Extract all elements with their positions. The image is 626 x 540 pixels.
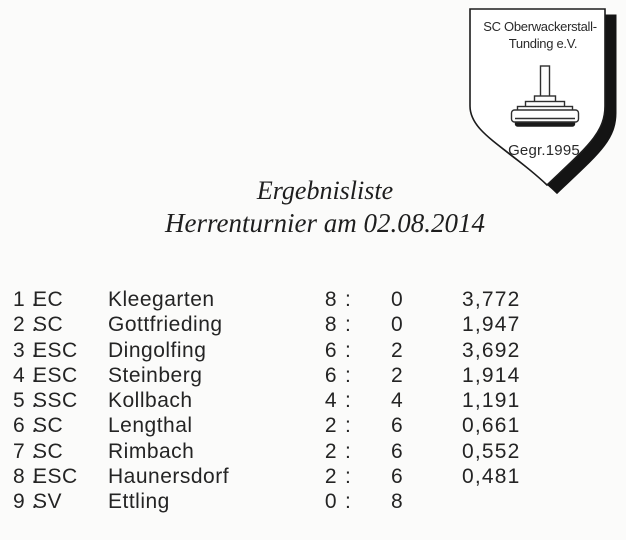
- row-club-prefix: SC: [33, 313, 64, 337]
- row-quotient: 1,914: [462, 363, 521, 387]
- row-score-separator: :: [345, 414, 352, 438]
- row-club-prefix: ESC: [33, 338, 78, 362]
- row-points-lost: 2: [391, 363, 404, 387]
- row-quotient: 0,661: [462, 414, 521, 438]
- row-points-won: 0: [324, 490, 337, 514]
- row-quotient: 3,772: [462, 288, 521, 311]
- table-row: 4 . ESC Steinberg 6 : 2 1,914: [0, 363, 626, 388]
- row-points-won: 6: [324, 338, 337, 362]
- row-team-name: Rimbach: [108, 439, 195, 463]
- row-team-name: Steinberg: [108, 363, 203, 387]
- row-team-name: Kollbach: [108, 389, 193, 413]
- page-title: Ergebnisliste: [256, 176, 394, 205]
- row-rank: 7 .: [13, 439, 38, 463]
- row-score-separator: :: [345, 490, 352, 514]
- row-score-separator: :: [345, 313, 352, 337]
- row-points-won: 8: [324, 313, 337, 337]
- row-points-won: 8: [324, 288, 337, 311]
- table-row: 8 . ESC Haunersdorf 2 : 6 0,481: [0, 464, 626, 489]
- row-score-separator: :: [345, 389, 352, 413]
- row-club-prefix: EC: [33, 288, 64, 311]
- row-score-separator: :: [345, 338, 352, 362]
- row-club-prefix: SC: [33, 414, 64, 438]
- table-row: 9 . SV Ettling 0 : 8: [0, 489, 626, 514]
- row-rank: 1 .: [13, 288, 38, 311]
- row-points-lost: 0: [391, 288, 404, 311]
- page-subtitle: Herrenturnier am 02.08.2014: [165, 208, 485, 238]
- row-points-lost: 6: [391, 465, 404, 489]
- row-points-lost: 2: [391, 338, 404, 362]
- row-points-won: 6: [324, 363, 337, 387]
- crest-club-name-line1: SC Oberwackerstall-: [483, 19, 597, 34]
- club-crest: SC Oberwackerstall- Tunding e.V. Gegr.19…: [463, 2, 626, 202]
- row-quotient: 0,552: [462, 439, 521, 463]
- document-header: Ergebnisliste Herrenturnier am 02.08.201…: [25, 174, 625, 240]
- row-points-won: 2: [324, 465, 337, 489]
- row-points-lost: 8: [391, 490, 404, 514]
- row-club-prefix: SC: [33, 439, 64, 463]
- crest-club-name-line2: Tunding e.V.: [509, 36, 577, 51]
- row-points-lost: 4: [391, 389, 404, 413]
- row-rank: 6 .: [13, 414, 38, 438]
- row-club-prefix: SV: [33, 490, 63, 514]
- table-row: 2 . SC Gottfrieding 8 : 0 1,947: [0, 312, 626, 337]
- row-points-lost: 6: [391, 439, 404, 463]
- row-score-separator: :: [345, 288, 352, 311]
- row-rank: 2 .: [13, 313, 38, 337]
- row-points-won: 2: [324, 439, 337, 463]
- row-quotient: 1,191: [462, 389, 521, 413]
- table-row: 7 . SC Rimbach 2 : 6 0,552: [0, 439, 626, 464]
- row-points-lost: 6: [391, 414, 404, 438]
- row-quotient: 1,947: [462, 313, 521, 337]
- row-score-separator: :: [345, 439, 352, 463]
- row-rank: 4 .: [13, 363, 38, 387]
- row-team-name: Lengthal: [108, 414, 193, 438]
- table-row: 6 . SC Lengthal 2 : 6 0,661: [0, 413, 626, 438]
- row-team-name: Gottfrieding: [108, 313, 223, 337]
- row-score-separator: :: [345, 363, 352, 387]
- row-score-separator: :: [345, 465, 352, 489]
- row-rank: 8 .: [13, 465, 38, 489]
- results-table: 1 . EC Kleegarten 8 : 0 3,772 2 . SC Got…: [0, 287, 626, 515]
- table-row: 3 . ESC Dingolfing 6 : 2 3,692: [0, 338, 626, 363]
- row-team-name: Ettling: [108, 490, 170, 514]
- crest-founded-label: Gegr.1995: [508, 142, 580, 159]
- row-team-name: Haunersdorf: [108, 465, 230, 489]
- row-team-name: Kleegarten: [108, 288, 215, 311]
- row-rank: 3 .: [13, 338, 38, 362]
- row-club-prefix: ESC: [33, 465, 78, 489]
- row-team-name: Dingolfing: [108, 338, 207, 362]
- row-rank: 9 .: [13, 490, 38, 514]
- table-row: 5 . SSC Kollbach 4 : 4 1,191: [0, 388, 626, 413]
- row-quotient: 3,692: [462, 338, 521, 362]
- row-points-lost: 0: [391, 313, 404, 337]
- row-points-won: 2: [324, 414, 337, 438]
- table-row: 1 . EC Kleegarten 8 : 0 3,772: [0, 287, 626, 312]
- row-points-won: 4: [324, 389, 337, 413]
- row-club-prefix: SSC: [33, 389, 78, 413]
- row-rank: 5 .: [13, 389, 38, 413]
- row-quotient: 0,481: [462, 465, 521, 489]
- row-club-prefix: ESC: [33, 363, 78, 387]
- ice-stock-icon: [510, 65, 580, 127]
